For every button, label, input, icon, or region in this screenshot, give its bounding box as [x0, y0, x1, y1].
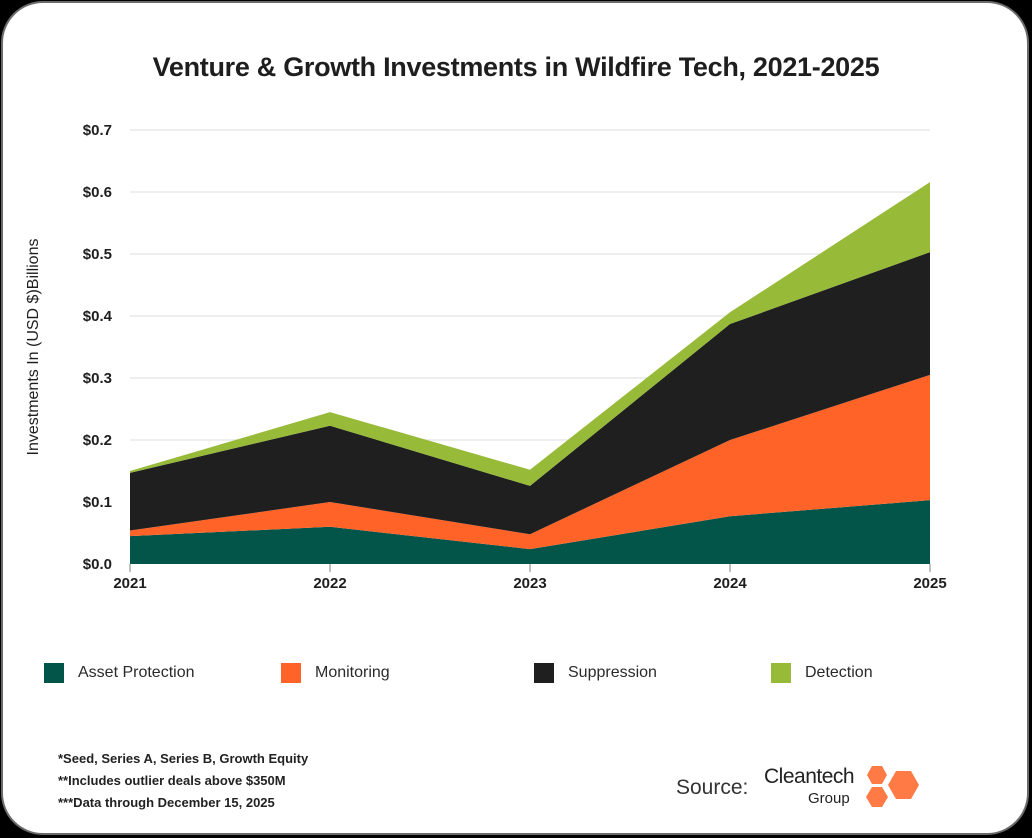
cleantech-logo-icon — [866, 766, 919, 807]
legend-swatch — [771, 663, 791, 683]
footnote: **Includes outlier deals above $350M — [58, 773, 286, 788]
area-series — [130, 182, 930, 564]
footnote: *Seed, Series A, Series B, Growth Equity — [58, 751, 309, 766]
area-suppression — [130, 252, 930, 535]
footnote: ***Data through December 15, 2025 — [58, 795, 275, 810]
y-tick-label: $0.2 — [83, 432, 112, 449]
legend-item-detection: Detection — [771, 663, 873, 683]
legend-item-asset-protection: Asset Protection — [44, 663, 195, 683]
y-tick-label: $0.6 — [83, 184, 112, 201]
y-tick-label: $0.0 — [83, 556, 112, 573]
area-monitoring — [130, 374, 930, 550]
logo-hexagon — [866, 787, 888, 807]
legend-swatch — [534, 663, 554, 683]
legend: Asset Protection Monitoring Suppression … — [0, 663, 1032, 687]
legend-label: Asset Protection — [78, 664, 195, 681]
chart-title: Venture & Growth Investments in Wildfire… — [152, 52, 880, 82]
footnotes: *Seed, Series A, Series B, Growth Equity… — [58, 748, 308, 814]
y-tick-label: $0.3 — [83, 370, 112, 387]
y-axis-label: Investments In (USD $)Billions — [25, 239, 42, 456]
legend-label: Detection — [805, 664, 873, 681]
logo-text-cleantech: Cleantech — [764, 765, 855, 788]
x-tick-label: 2025 — [913, 575, 946, 592]
legend-item-monitoring: Monitoring — [281, 663, 390, 683]
y-tick-label: $0.1 — [83, 494, 112, 511]
logo-hexagon — [867, 766, 887, 784]
y-tick-label: $0.7 — [83, 122, 112, 139]
y-tick-label: $0.5 — [83, 246, 112, 263]
x-tick-label: 2022 — [313, 575, 346, 592]
legend-label: Monitoring — [315, 664, 390, 681]
area-asset-protection — [130, 500, 930, 564]
source-label: Source: — [676, 776, 749, 799]
x-tick-label: 2023 — [513, 575, 546, 592]
axes: $0.0 $0.1 $0.2 $0.3 $0.4 $0.5 $0.6 $0.7 2021 2022… — [83, 122, 947, 592]
legend-item-suppression: Suppression — [534, 663, 657, 683]
y-tick-label: $0.4 — [83, 308, 113, 325]
legend-swatch — [281, 663, 301, 683]
x-tick-label: 2024 — [713, 575, 747, 592]
chart-plot: $0.0 $0.1 $0.2 $0.3 $0.4 $0.5 $0.6 $0.7 2021 2022… — [25, 122, 947, 592]
logo-text-group: Group — [808, 790, 850, 807]
logo-hexagon — [888, 771, 919, 799]
x-tick-label: 2021 — [113, 575, 146, 592]
legend-label: Suppression — [568, 664, 657, 681]
legend-swatch — [44, 663, 64, 683]
